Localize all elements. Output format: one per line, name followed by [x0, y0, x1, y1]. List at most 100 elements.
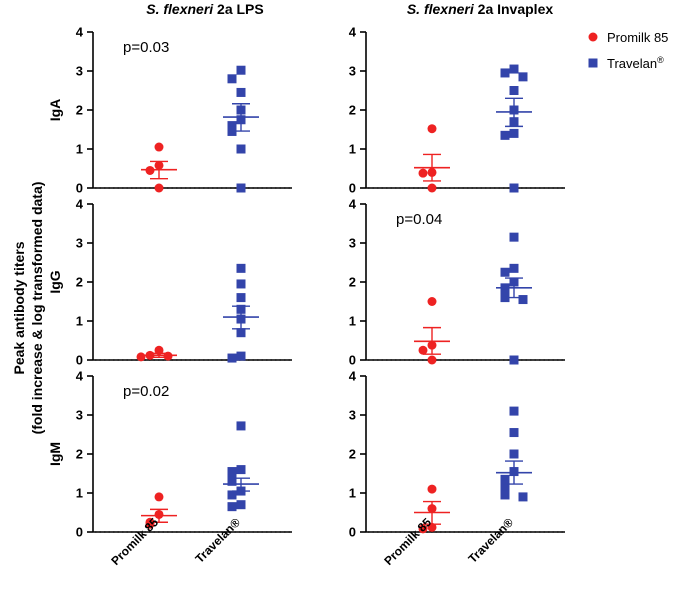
- legend: Promilk 85 Travelan®: [588, 30, 668, 71]
- y-tick-label: 0: [76, 353, 83, 368]
- panel-igm-c0: 0 1 2 3 4 IgM p=0.02: [47, 369, 292, 540]
- point-travelan: [509, 232, 519, 242]
- point-travelan: [500, 130, 510, 140]
- y-tick-label: 4: [76, 369, 84, 384]
- point-travelan: [227, 490, 237, 500]
- legend-label-travelan-sup: ®: [657, 55, 664, 65]
- point-promilk: [136, 352, 146, 362]
- point-travelan: [227, 467, 237, 477]
- x-category-labels: Promilk 85 Travelan® Promilk 85 Travelan…: [108, 515, 516, 568]
- point-travelan: [509, 86, 519, 95]
- point-promilk: [418, 524, 428, 534]
- point-travelan: [227, 74, 237, 84]
- point-travelan: [236, 87, 246, 97]
- p-value-label: p=0.04: [396, 211, 442, 228]
- p-value-label: p=0.02: [123, 383, 169, 400]
- point-travelan: [236, 351, 246, 361]
- legend-marker-promilk: [588, 32, 598, 42]
- point-travelan: [518, 492, 528, 502]
- point-promilk: [154, 345, 164, 355]
- y-tick-label: 4: [349, 369, 357, 384]
- y-tick-label: 1: [76, 142, 83, 157]
- y-tick-label: 3: [349, 408, 356, 423]
- point-promilk: [418, 168, 428, 178]
- point-travelan: [500, 68, 510, 78]
- x-label-right-travelan-text: Travelan®: [466, 515, 517, 566]
- point-travelan: [500, 474, 510, 484]
- y-tick-label: 3: [349, 236, 356, 251]
- point-travelan: [236, 279, 246, 289]
- point-promilk: [427, 297, 437, 306]
- point-travelan: [236, 328, 246, 338]
- point-travelan: [509, 64, 519, 74]
- point-travelan: [236, 263, 246, 273]
- point-promilk: [418, 345, 428, 355]
- panel-ylabel-igm: IgM: [47, 442, 63, 466]
- point-travelan: [227, 476, 237, 486]
- panel-iga-c0: 0 1 2 3 4 IgA p=0.03: [47, 25, 292, 196]
- point-promilk: [154, 142, 164, 152]
- y-axis-title-line-1: Peak antibody titers: [11, 241, 27, 374]
- point-travelan: [500, 490, 510, 500]
- x-label-right-promilk-text: Promilk 85: [381, 515, 434, 568]
- point-promilk: [427, 484, 437, 494]
- point-travelan: [509, 263, 519, 273]
- point-travelan: [509, 355, 519, 365]
- p-value-label: p=0.03: [123, 39, 169, 56]
- point-promilk: [154, 492, 164, 502]
- point-travelan: [509, 449, 519, 459]
- y-tick-label: 2: [76, 447, 83, 462]
- point-travelan: [518, 72, 528, 82]
- point-travelan: [509, 428, 519, 438]
- y-tick-label: 3: [76, 236, 83, 251]
- y-tick-label: 2: [349, 103, 356, 118]
- column-title-invaplex-italic: S. flexneri: [407, 1, 475, 17]
- y-tick-label: 2: [76, 275, 83, 290]
- legend-marker-travelan: [588, 58, 598, 68]
- legend-label-travelan: Travelan®: [607, 55, 664, 71]
- y-tick-label: 1: [349, 486, 356, 501]
- y-tick-label: 3: [76, 408, 83, 423]
- y-tick-label: 0: [349, 353, 356, 368]
- column-title-lps-rest: 2a LPS: [213, 1, 264, 17]
- point-travelan: [227, 502, 237, 512]
- panel-ylabel-iga: IgA: [47, 99, 63, 122]
- y-tick-label: 2: [349, 447, 356, 462]
- point-travelan: [236, 421, 246, 431]
- legend-label-promilk: Promilk 85: [607, 30, 668, 45]
- point-travelan: [227, 121, 237, 131]
- x-label-left-promilk-text: Promilk 85: [108, 515, 161, 568]
- column-title-invaplex: S. flexneri 2a Invaplex: [407, 1, 554, 17]
- y-tick-label: 0: [349, 181, 356, 196]
- x-label-left-travelan-text: Travelan®: [193, 515, 244, 566]
- column-title-lps-italic: S. flexneri: [146, 1, 214, 17]
- y-tick-label: 3: [349, 64, 356, 79]
- y-tick-label: 2: [76, 103, 83, 118]
- x-label-right-travelan: Travelan®: [466, 515, 517, 566]
- point-travelan: [500, 480, 510, 490]
- panel-igg-c0: 0 1 2 3 4 IgG: [47, 197, 292, 368]
- point-travelan: [227, 353, 237, 363]
- point-promilk: [154, 183, 164, 193]
- y-axis-title-line-2: (fold increase & log transformed data): [29, 182, 45, 435]
- column-title-lps: S. flexneri 2a LPS: [146, 1, 264, 17]
- y-tick-label: 4: [349, 25, 357, 40]
- y-tick-label: 0: [349, 525, 356, 540]
- x-label-right-promilk: Promilk 85: [381, 515, 434, 568]
- y-tick-label: 1: [349, 314, 356, 329]
- point-travelan: [236, 183, 246, 193]
- point-travelan: [236, 144, 246, 154]
- y-tick-label: 4: [76, 197, 84, 212]
- point-travelan: [509, 128, 519, 138]
- panel-r0-c1: 0 1 2 3 4: [349, 25, 565, 196]
- point-travelan: [500, 267, 510, 277]
- point-travelan: [236, 500, 246, 510]
- point-travelan: [509, 183, 519, 193]
- y-tick-label: 0: [76, 525, 83, 540]
- y-tick-label: 0: [76, 181, 83, 196]
- point-travelan: [518, 295, 528, 305]
- y-tick-label: 1: [76, 486, 83, 501]
- point-promilk: [427, 124, 437, 134]
- panel-r1-c1: 0 1 2 3 4 p=0.04: [349, 197, 565, 368]
